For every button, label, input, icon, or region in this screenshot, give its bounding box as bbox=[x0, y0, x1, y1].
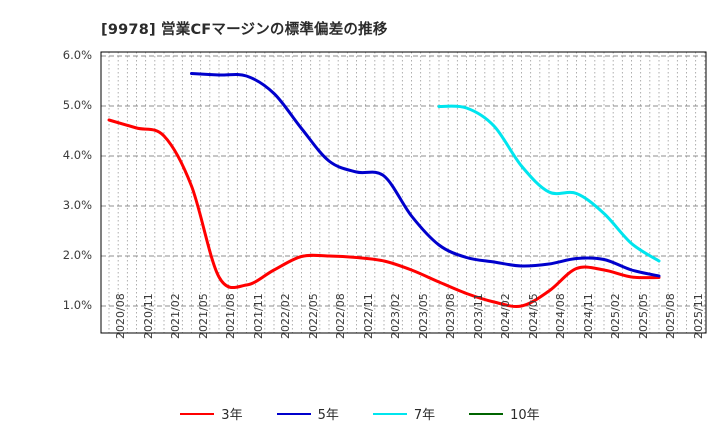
series-line-7年 bbox=[437, 104, 661, 263]
x-axis-tick-label: 2023/11 bbox=[471, 293, 485, 339]
x-axis-tick-label: 2020/11 bbox=[141, 293, 155, 339]
legend-item-label: 10年 bbox=[510, 408, 540, 423]
y-axis-tick-label: 3.0% bbox=[62, 198, 92, 212]
legend-item[interactable]: 10年 bbox=[469, 404, 540, 423]
x-axis-tick-label: 2024/05 bbox=[526, 293, 540, 339]
gridlines bbox=[101, 52, 706, 333]
y-axis-tick-label: 6.0% bbox=[62, 48, 92, 62]
x-axis-tick-label: 2022/02 bbox=[279, 293, 292, 339]
x-axis-tick-label: 2025/05 bbox=[636, 293, 650, 339]
x-axis-tick-label: 2023/08 bbox=[444, 293, 457, 339]
x-axis-tick-label: 2025/08 bbox=[664, 293, 677, 339]
series-line-5年 bbox=[190, 72, 661, 278]
page-title: [9978] 営業CFマージンの標準偏差の推移 bbox=[101, 22, 388, 38]
legend-item[interactable]: 5年 bbox=[276, 404, 339, 423]
y-axis-tick-label: 4.0% bbox=[62, 148, 92, 162]
series-line-3年 bbox=[107, 118, 661, 308]
legend-item-label: 7年 bbox=[413, 408, 436, 423]
series-lines bbox=[107, 72, 661, 308]
x-axis-tick-label: 2021/08 bbox=[224, 293, 237, 339]
x-axis-tick-label: 2020/08 bbox=[114, 293, 127, 339]
x-axis-tick-label: 2024/08 bbox=[554, 293, 567, 339]
legend-line-icon bbox=[372, 412, 407, 415]
x-axis-tick-label: 2021/05 bbox=[196, 293, 210, 339]
legend-item-label: 3年 bbox=[221, 408, 243, 423]
y-axis-tick-label: 1.0% bbox=[62, 298, 92, 312]
x-axis-tick-label: 2021/11 bbox=[251, 293, 265, 339]
x-axis-tick-label: 2025/11 bbox=[691, 293, 705, 339]
legend-line-icon bbox=[469, 412, 504, 415]
x-axis-tick-label: 2024/11 bbox=[581, 293, 595, 339]
x-axis-tick-label: 2021/02 bbox=[169, 293, 182, 339]
legend-line-icon bbox=[276, 412, 311, 415]
x-axis-tick-label: 2023/02 bbox=[389, 293, 402, 339]
chart-legend: 3年 5年 7年 10年 bbox=[0, 404, 720, 423]
legend-line-icon bbox=[180, 412, 215, 415]
y-axis-tick-label: 5.0% bbox=[62, 98, 92, 112]
x-axis-tick-label: 2023/05 bbox=[416, 293, 430, 339]
x-axis-tick-label: 2022/05 bbox=[306, 293, 320, 339]
x-axis-tick-label: 2022/11 bbox=[361, 293, 375, 339]
plot-border bbox=[100, 51, 707, 334]
legend-item[interactable]: 7年 bbox=[372, 404, 436, 423]
legend-item[interactable]: 3年 bbox=[180, 404, 243, 423]
x-axis-tick-label: 2025/02 bbox=[609, 293, 622, 339]
x-axis-tick-label: 2022/08 bbox=[334, 293, 347, 339]
x-axis-tick-label: 2024/02 bbox=[499, 293, 512, 339]
y-axis-tick-label: 2.0% bbox=[62, 248, 92, 262]
legend-item-label: 5年 bbox=[317, 408, 339, 423]
